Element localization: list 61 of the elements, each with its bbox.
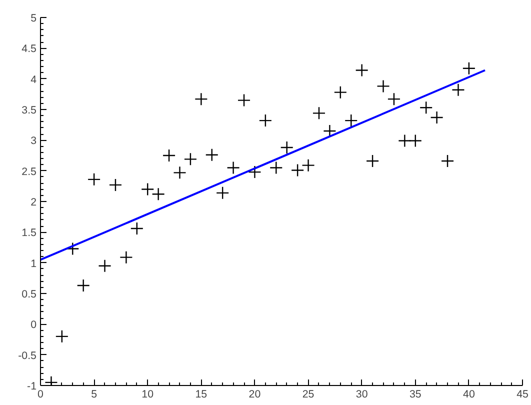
point [344,114,358,128]
y-tick-label: 3.5 [22,104,37,116]
point [387,92,401,106]
point [366,154,380,168]
point [408,134,422,148]
point [216,186,230,200]
point [452,83,465,96]
point [323,124,336,138]
point [334,86,348,99]
point [398,134,412,148]
x-tick-label: 10 [142,388,154,400]
x-tick-label: 20 [248,388,261,400]
point [312,106,326,120]
y-tick-label: 3 [30,135,37,148]
x-tick-label: 15 [195,388,208,400]
point [302,158,315,172]
point [430,110,444,124]
x-tick-label: 35 [409,388,422,400]
point [280,140,294,154]
y-tick-label: 4.5 [22,43,37,56]
y-tick-label: 1.5 [22,227,37,240]
y-tick-label: -1 [27,380,37,392]
point [420,101,433,114]
point [462,62,476,76]
point [108,178,122,192]
point [205,148,218,162]
point [237,94,251,107]
point [258,114,272,128]
point [130,222,144,236]
x-tick-label: 5 [91,388,98,400]
y-tick-label: 2 [30,196,37,208]
point [66,242,80,256]
y-tick-label: 0 [30,319,37,332]
point [76,278,90,292]
point [290,164,304,177]
point [173,166,186,180]
point [141,182,154,196]
point [184,152,198,166]
point [87,172,101,186]
point [376,80,390,93]
y-tick-label: 2.5 [22,166,37,178]
point [248,165,262,179]
x-tick-label: 45 [516,388,528,400]
point [355,64,368,77]
point [120,250,133,264]
y-tick-label: 4 [30,74,37,86]
x-tick-label: 30 [356,388,368,400]
point [162,148,176,162]
point [270,161,283,174]
point [98,259,112,272]
x-tick-label: 25 [302,388,314,400]
point [152,188,165,201]
point [226,161,240,174]
point [55,330,69,344]
point [194,92,208,106]
y-tick-label: -0.5 [18,350,37,362]
y-tick-label: 0.5 [22,288,37,300]
x-tick-label: 40 [463,388,475,400]
y-tick-label: 5 [30,12,37,24]
y-tick-label: 1 [30,258,37,270]
point [440,154,454,168]
